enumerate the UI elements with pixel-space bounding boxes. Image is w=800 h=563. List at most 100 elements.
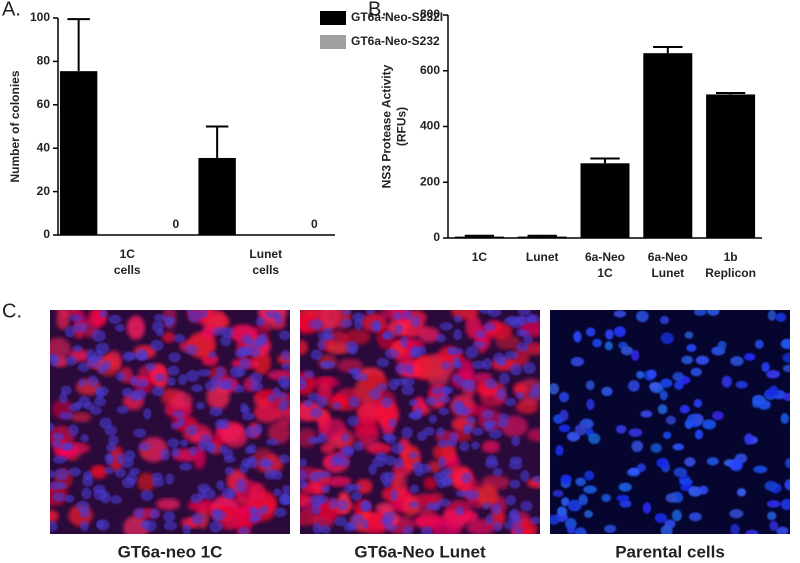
nucleus bbox=[483, 421, 494, 432]
nucleus bbox=[574, 527, 587, 534]
cytoplasm bbox=[162, 331, 176, 343]
nucleus bbox=[186, 310, 197, 315]
nucleus bbox=[273, 488, 282, 497]
nucleus bbox=[552, 490, 564, 498]
nucleus bbox=[381, 397, 393, 408]
nucleus bbox=[530, 516, 540, 525]
y-tick-label: 800 bbox=[420, 7, 440, 21]
nucleus bbox=[114, 467, 126, 478]
nucleus bbox=[401, 384, 415, 396]
nucleus bbox=[248, 506, 258, 515]
nucleus bbox=[151, 477, 165, 488]
nucleus bbox=[437, 394, 451, 404]
nucleus bbox=[588, 433, 601, 444]
nucleus bbox=[315, 395, 328, 408]
nucleus bbox=[212, 326, 227, 336]
nucleus bbox=[453, 314, 463, 323]
nucleus bbox=[465, 346, 479, 359]
nucleus bbox=[253, 423, 263, 434]
nucleus bbox=[104, 425, 118, 436]
nucleus bbox=[116, 405, 129, 414]
y-tick-label: 400 bbox=[420, 119, 440, 133]
nucleus bbox=[188, 446, 198, 456]
nucleus bbox=[681, 355, 694, 365]
nucleus bbox=[185, 370, 200, 382]
nucleus bbox=[674, 380, 684, 390]
nucleus bbox=[497, 413, 510, 423]
nucleus bbox=[550, 383, 560, 395]
nucleus bbox=[663, 431, 672, 439]
nucleus bbox=[392, 311, 403, 321]
nucleus bbox=[95, 342, 110, 355]
cytoplasm bbox=[380, 310, 406, 321]
nucleus bbox=[380, 472, 391, 484]
nucleus bbox=[200, 433, 213, 445]
nucleus bbox=[281, 362, 290, 371]
nucleus bbox=[636, 310, 649, 323]
nucleus bbox=[490, 503, 502, 515]
panel-label: C. bbox=[2, 300, 22, 322]
nucleus bbox=[323, 327, 333, 338]
nucleus bbox=[517, 310, 531, 316]
nucleus bbox=[163, 520, 178, 531]
nucleus bbox=[176, 416, 186, 427]
nucleus bbox=[110, 494, 122, 505]
nucleus bbox=[408, 398, 419, 407]
nucleus bbox=[69, 314, 83, 322]
y-tick-label: 200 bbox=[420, 174, 440, 188]
nucleus bbox=[695, 355, 710, 365]
nucleus bbox=[237, 346, 252, 357]
nucleus bbox=[316, 494, 329, 505]
nucleus bbox=[68, 467, 82, 477]
cytoplasm bbox=[267, 421, 290, 444]
nucleus bbox=[693, 310, 707, 316]
nucleus bbox=[671, 509, 682, 522]
nucleus bbox=[436, 333, 446, 343]
x-tick-label: Lunet bbox=[526, 250, 559, 264]
nucleus bbox=[499, 372, 510, 385]
nucleus bbox=[168, 352, 181, 363]
cytoplasm bbox=[50, 337, 71, 360]
nucleus bbox=[395, 363, 407, 375]
y-tick-label: 20 bbox=[37, 184, 51, 198]
nucleus bbox=[511, 435, 521, 447]
nucleus bbox=[441, 475, 453, 487]
nucleus bbox=[283, 495, 290, 506]
nucleus bbox=[744, 433, 754, 445]
micrograph bbox=[300, 310, 540, 534]
nucleus bbox=[50, 470, 56, 479]
bar bbox=[198, 157, 236, 235]
nucleus bbox=[618, 482, 632, 492]
cytoplasm bbox=[169, 392, 193, 409]
nucleus bbox=[497, 420, 509, 428]
nucleus bbox=[50, 481, 62, 491]
nucleus bbox=[507, 510, 518, 523]
nucleus bbox=[185, 424, 198, 436]
nucleus bbox=[459, 441, 470, 452]
nucleus bbox=[453, 328, 462, 341]
y-axis-label: NS3 Protease Activity bbox=[380, 64, 394, 188]
nucleus bbox=[457, 379, 471, 388]
nucleus bbox=[209, 521, 223, 533]
nucleus bbox=[372, 319, 382, 331]
nucleus bbox=[508, 460, 523, 470]
nucleus bbox=[72, 344, 83, 353]
nucleus bbox=[769, 385, 779, 396]
y-tick-label: 0 bbox=[433, 230, 440, 244]
nucleus bbox=[574, 423, 588, 436]
nucleus bbox=[241, 458, 252, 467]
nucleus bbox=[520, 470, 530, 482]
nucleus bbox=[516, 342, 529, 352]
nucleus bbox=[151, 386, 165, 397]
nucleus bbox=[172, 410, 185, 418]
nucleus bbox=[409, 484, 420, 494]
data-label: 0 bbox=[173, 217, 180, 231]
nucleus bbox=[636, 463, 646, 473]
cytoplasm bbox=[421, 354, 444, 380]
nucleus bbox=[303, 370, 315, 379]
nucleus bbox=[220, 335, 232, 347]
nucleus bbox=[583, 510, 593, 518]
nucleus bbox=[754, 339, 764, 349]
nucleus bbox=[412, 461, 423, 473]
nucleus bbox=[77, 362, 90, 372]
